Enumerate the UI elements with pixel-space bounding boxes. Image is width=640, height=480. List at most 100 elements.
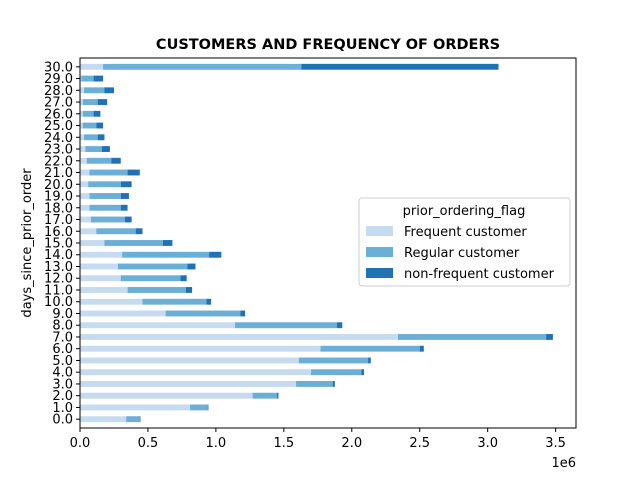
legend-swatch — [366, 226, 393, 236]
bar-18.0-series-1 — [89, 204, 121, 211]
bar-12.0-series-0 — [80, 275, 121, 282]
legend-swatch — [366, 268, 393, 278]
bar-15.0-series-2 — [162, 240, 173, 246]
y-tick-label: 22.0 — [44, 154, 73, 169]
bar-19.0-series-2 — [120, 193, 129, 199]
chart-title: CUSTOMERS AND FREQUENCY OF ORDERS — [156, 37, 500, 53]
bar-13.0-series-2 — [187, 263, 196, 270]
bar-23.0-series-1 — [85, 146, 102, 152]
bar-9.0-series-1 — [165, 310, 241, 317]
y-tick-label: 4.0 — [52, 366, 73, 381]
bar-24.0-series-1 — [84, 134, 98, 141]
bar-27.0-series-1 — [82, 99, 98, 105]
bar-8.0-series-0 — [80, 322, 235, 329]
y-tick-label: 30.0 — [44, 60, 73, 75]
y-tick-label: 20.0 — [44, 178, 73, 193]
bar-23.0-series-2 — [101, 146, 110, 152]
bar-6.0-series-1 — [320, 345, 420, 352]
bar-27.0-series-0 — [80, 99, 83, 105]
bar-24.0-series-2 — [97, 134, 105, 141]
bar-21.0-series-1 — [89, 169, 128, 176]
bar-7.0-series-2 — [546, 334, 553, 340]
legend-swatch — [366, 247, 393, 257]
x-tick-label: 1.0 — [206, 436, 227, 451]
legend-label: Regular customer — [404, 246, 520, 261]
y-tick-label: 7.0 — [52, 330, 73, 345]
bar-2.0-series-1 — [252, 392, 278, 399]
x-tick-label: 3.0 — [477, 436, 498, 451]
bar-11.0-series-0 — [80, 287, 128, 293]
bar-9.0-series-2 — [240, 310, 246, 317]
y-tick-label: 10.0 — [44, 295, 73, 310]
y-tick-label: 28.0 — [44, 84, 73, 99]
bars-group — [80, 63, 553, 423]
bar-16.0-series-1 — [96, 228, 136, 235]
legend: prior_ordering_flag Frequent customer Reg… — [358, 197, 571, 287]
bar-1.0-series-0 — [80, 404, 191, 411]
bar-25.0-series-2 — [96, 122, 104, 129]
bar-20.0-series-2 — [120, 181, 132, 188]
bar-29.0-series-1 — [81, 75, 94, 82]
y-tick-label: 13.0 — [44, 260, 73, 275]
bar-10.0-series-1 — [142, 298, 207, 305]
bar-22.0-series-1 — [86, 157, 112, 164]
y-tick-label: 1.0 — [52, 401, 73, 416]
bar-11.0-series-1 — [127, 287, 186, 293]
y-axis-ticks: 0.01.02.03.04.05.06.07.08.09.010.011.012… — [44, 60, 80, 428]
bar-21.0-series-2 — [127, 169, 140, 176]
bar-1.0-series-1 — [190, 404, 208, 411]
y-tick-label: 9.0 — [52, 307, 73, 322]
bar-26.0-series-0 — [80, 110, 83, 117]
x-tick-label: 0.0 — [70, 436, 91, 451]
bar-0.0-series-0 — [80, 416, 127, 423]
bar-4.0-series-1 — [311, 369, 362, 376]
bar-3.0-series-1 — [296, 381, 333, 387]
bar-29.0-series-0 — [80, 75, 82, 82]
y-tick-label: 6.0 — [52, 342, 73, 357]
x-axis-scale-note: 1e6 — [551, 456, 576, 471]
bar-3.0-series-0 — [80, 381, 297, 387]
bar-14.0-series-2 — [209, 251, 222, 258]
y-tick-label: 12.0 — [44, 272, 73, 287]
y-tick-label: 27.0 — [44, 96, 73, 111]
bar-26.0-series-1 — [82, 110, 94, 117]
bar-4.0-series-0 — [80, 369, 312, 376]
bar-10.0-series-2 — [206, 298, 212, 305]
bar-28.0-series-2 — [104, 87, 114, 94]
bar-28.0-series-0 — [80, 87, 85, 94]
y-tick-label: 18.0 — [44, 201, 73, 216]
bar-1.0-series-2 — [207, 404, 209, 411]
y-tick-label: 0.0 — [52, 413, 73, 428]
x-tick-label: 0.5 — [138, 436, 159, 451]
bar-23.0-series-0 — [80, 146, 86, 152]
bar-4.0-series-2 — [361, 369, 365, 376]
y-tick-label: 23.0 — [44, 143, 73, 158]
bar-17.0-series-2 — [124, 216, 132, 223]
y-axis-label: days_since_prior_order — [20, 168, 35, 318]
legend-label: Frequent customer — [404, 225, 527, 240]
bar-5.0-series-2 — [368, 357, 371, 364]
y-tick-label: 15.0 — [44, 237, 73, 252]
bar-17.0-series-1 — [90, 216, 125, 223]
bar-12.0-series-1 — [120, 275, 181, 282]
y-tick-label: 19.0 — [44, 190, 73, 205]
x-tick-label: 1.5 — [273, 436, 294, 451]
bar-15.0-series-0 — [80, 240, 105, 246]
y-tick-label: 25.0 — [44, 119, 73, 134]
bar-28.0-series-1 — [84, 87, 105, 94]
bar-8.0-series-1 — [234, 322, 337, 329]
bar-16.0-series-2 — [135, 228, 143, 235]
bar-24.0-series-0 — [80, 134, 85, 141]
x-tick-label: 2.0 — [341, 436, 362, 451]
x-tick-label: 3.5 — [545, 436, 566, 451]
bar-15.0-series-1 — [104, 240, 163, 246]
bar-0.0-series-1 — [126, 416, 140, 423]
bar-19.0-series-0 — [80, 193, 90, 199]
plot-frame — [79, 57, 577, 429]
bar-5.0-series-0 — [80, 357, 299, 364]
bar-7.0-series-0 — [80, 334, 398, 340]
y-tick-label: 3.0 — [52, 377, 73, 392]
bar-12.0-series-2 — [180, 275, 187, 282]
legend-items: Frequent customer Regular customer non-fre… — [366, 225, 555, 282]
bar-18.0-series-0 — [80, 204, 90, 211]
